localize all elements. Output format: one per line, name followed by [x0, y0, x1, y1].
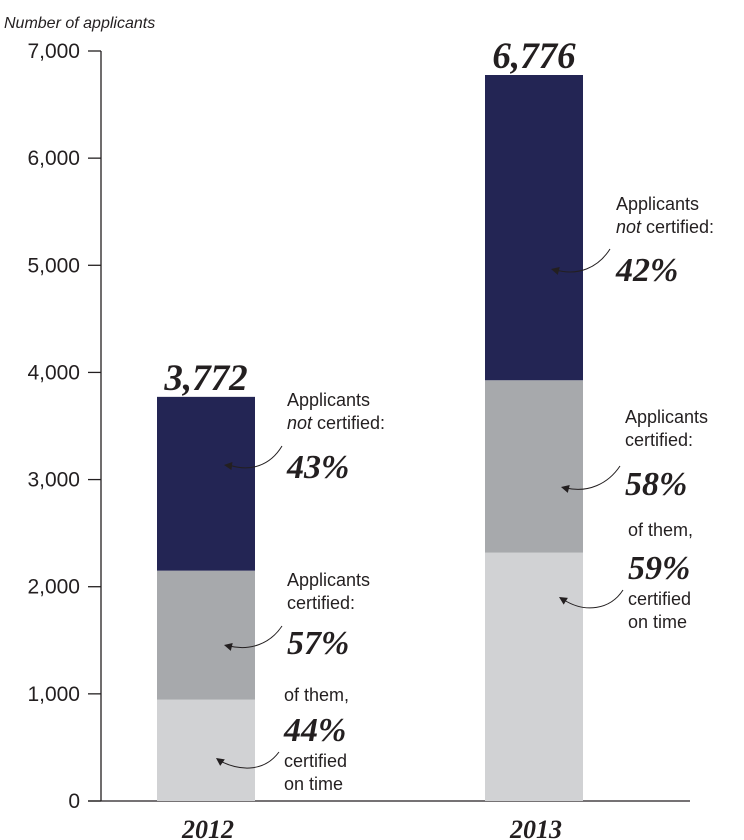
annotation-arrowhead [559, 597, 568, 605]
annotation-text: Applicants [625, 407, 708, 427]
bar-segment [485, 75, 583, 381]
y-tick-label: 0 [68, 790, 80, 813]
annotation-emphasis: not [287, 413, 313, 433]
annotation-percent: 58% [625, 466, 687, 503]
y-tick-label: 5,000 [27, 254, 80, 277]
annotation-arrowhead [216, 758, 225, 766]
bar-segment [157, 699, 255, 801]
x-tick-label: 2013 [509, 815, 562, 840]
annotation-text: not certified: [287, 413, 385, 433]
annotation-text: Applicants [287, 390, 370, 410]
annotation-text: certified: [312, 413, 385, 433]
annotation-text: of them, [284, 685, 349, 705]
y-axis-title: Number of applicants [4, 15, 155, 32]
annotation-arrow [219, 751, 280, 769]
annotation-text: certified: [625, 430, 693, 450]
bar-total-label: 6,776 [492, 36, 576, 77]
bar-segment [485, 552, 583, 801]
annotations: Applicants not certified: 43% Applicants cer… [216, 194, 714, 794]
annotation-arrowhead [224, 462, 233, 470]
x-tick-label: 2012 [181, 815, 234, 840]
y-tick-label: 1,000 [27, 683, 80, 706]
y-tick-label: 6,000 [27, 147, 80, 170]
bar-segment [157, 570, 255, 700]
annotation-text: certified: [287, 593, 355, 613]
bar-total-label: 3,772 [163, 358, 247, 399]
annotation-text: on time [628, 612, 687, 632]
annotation-text: Applicants [616, 194, 699, 214]
annotation-text: certified: [641, 217, 714, 237]
y-tick-label: 3,000 [27, 469, 80, 492]
annotation-percent: 42% [615, 252, 678, 289]
annotation-text: on time [284, 774, 343, 794]
bar-segment [157, 396, 255, 571]
bar-labels: 3,772 2012 6,776 2013 [163, 36, 576, 840]
annotation-text: certified [284, 751, 347, 771]
annotation-arrow [565, 465, 621, 490]
annotation-arrow [555, 248, 611, 273]
y-tick-label: 2,000 [27, 576, 80, 599]
y-tick-label: 7,000 [27, 40, 80, 63]
annotation-arrowhead [561, 485, 570, 493]
annotation-text: of them, [628, 520, 693, 540]
y-axis: 0 1,000 2,000 3,000 4,000 5,000 6,000 7,000 [27, 40, 690, 813]
y-tick-label: 4,000 [27, 361, 80, 384]
bar-segment [485, 380, 583, 553]
annotation-arrow [228, 625, 283, 649]
annotation-arrowhead [224, 643, 233, 651]
annotation-arrow [228, 445, 283, 469]
annotation-arrowhead [551, 267, 560, 275]
annotation-percent: 43% [286, 449, 349, 486]
annotation-percent: 57% [287, 625, 349, 662]
annotation-text: Applicants [287, 570, 370, 590]
bars [157, 75, 583, 801]
annotation-emphasis: not [616, 217, 642, 237]
annotation-percent: 44% [283, 712, 346, 749]
annotation-percent: 59% [628, 550, 690, 587]
annotation-text: certified [628, 589, 691, 609]
annotation-arrow [563, 589, 624, 609]
annotation-text: not certified: [616, 217, 714, 237]
